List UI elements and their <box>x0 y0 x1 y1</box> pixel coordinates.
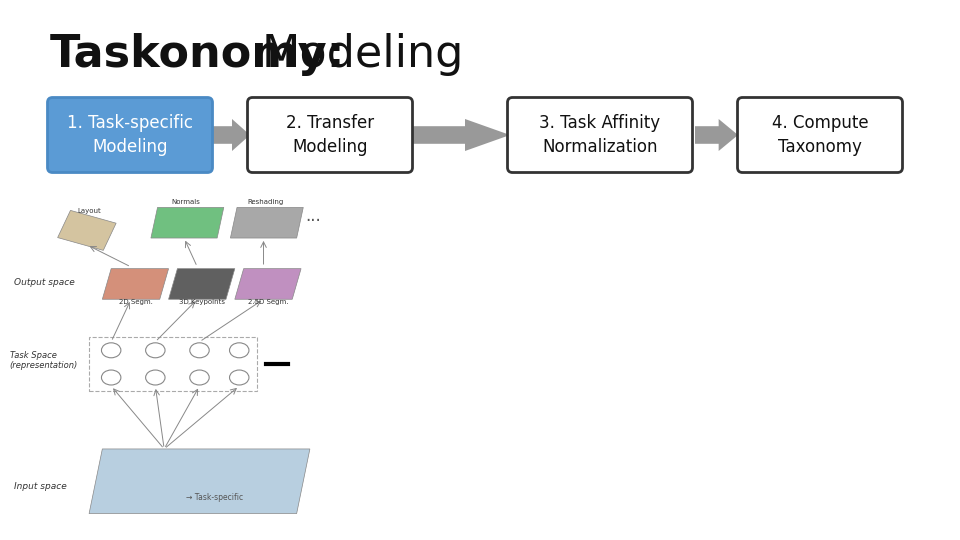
Text: 4. Compute
Taxonomy: 4. Compute Taxonomy <box>772 114 868 156</box>
Circle shape <box>102 343 121 358</box>
Text: 2.5D Segm.: 2.5D Segm. <box>248 299 288 306</box>
Text: 2. Transfer
Modeling: 2. Transfer Modeling <box>286 114 374 156</box>
Text: 1. Task-specific
Modeling: 1. Task-specific Modeling <box>67 114 193 156</box>
Polygon shape <box>103 268 169 299</box>
Circle shape <box>102 370 121 385</box>
Polygon shape <box>89 449 310 514</box>
Text: Taskonomy:: Taskonomy: <box>50 33 346 77</box>
Text: Input space: Input space <box>14 482 67 491</box>
Text: Task Space
(representation): Task Space (representation) <box>10 351 78 370</box>
Polygon shape <box>410 119 510 151</box>
FancyBboxPatch shape <box>508 98 692 172</box>
Circle shape <box>146 343 165 358</box>
Polygon shape <box>151 207 224 238</box>
Text: ...: ... <box>305 207 322 225</box>
Text: 2D Segm.: 2D Segm. <box>118 299 153 306</box>
Polygon shape <box>169 268 235 299</box>
Polygon shape <box>235 268 301 299</box>
Text: → Task-specific: → Task-specific <box>186 493 244 502</box>
Circle shape <box>190 343 209 358</box>
Text: 3. Task Affinity
Normalization: 3. Task Affinity Normalization <box>540 114 660 156</box>
Text: Modeling: Modeling <box>262 33 465 77</box>
FancyBboxPatch shape <box>737 98 902 172</box>
Polygon shape <box>58 211 116 251</box>
Circle shape <box>190 370 209 385</box>
Text: Reshading: Reshading <box>248 199 284 205</box>
Text: 3D Keypoints: 3D Keypoints <box>179 299 225 306</box>
Polygon shape <box>695 119 738 151</box>
Circle shape <box>229 343 249 358</box>
FancyBboxPatch shape <box>248 98 413 172</box>
Bar <box>89 337 257 391</box>
Polygon shape <box>210 119 250 151</box>
Text: Normals: Normals <box>172 199 201 205</box>
Text: Output space: Output space <box>14 278 75 287</box>
Text: Taskonomy: Modeling: Taskonomy: Modeling <box>50 33 525 77</box>
Circle shape <box>146 370 165 385</box>
Polygon shape <box>230 207 303 238</box>
FancyBboxPatch shape <box>47 98 212 172</box>
Text: Layout: Layout <box>77 207 101 213</box>
Circle shape <box>229 370 249 385</box>
